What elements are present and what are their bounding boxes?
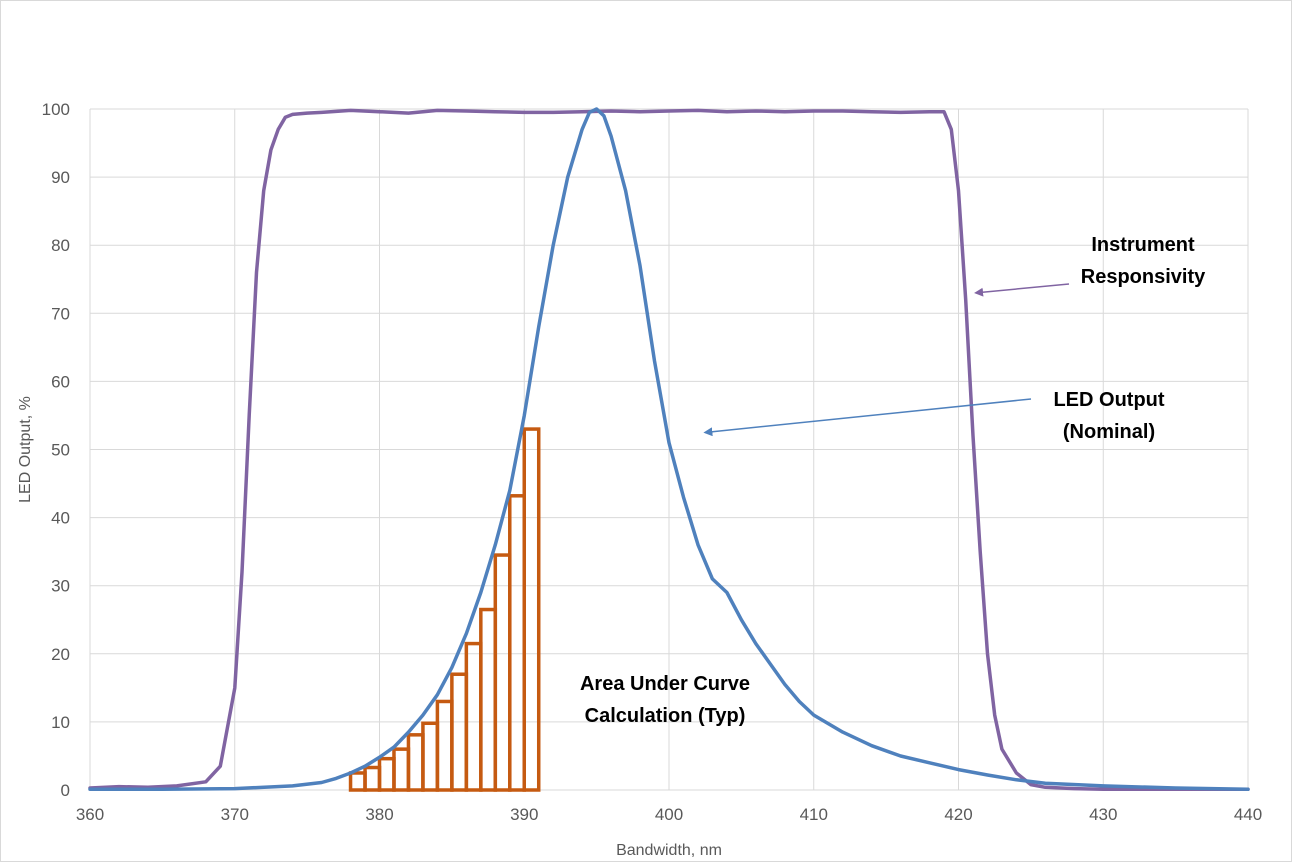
- annotation-led-line: (Nominal): [1063, 421, 1155, 443]
- y-tick-label: 30: [51, 577, 70, 596]
- annotation-responsivity-line: Responsivity: [1081, 266, 1206, 288]
- area-bar: [450, 672, 469, 792]
- area-bar: [522, 427, 541, 792]
- x-tick-label: 390: [510, 805, 538, 824]
- y-tick-label: 100: [42, 100, 70, 119]
- annotation-area-line: Area Under Curve: [580, 673, 750, 695]
- series-lines: [88, 107, 1250, 792]
- area-bar: [435, 699, 454, 792]
- y-tick-label: 50: [51, 441, 70, 460]
- y-tick-label: 60: [51, 372, 70, 391]
- x-tick-label: 380: [365, 805, 393, 824]
- x-tick-label: 420: [944, 805, 972, 824]
- y-tick-label: 70: [51, 304, 70, 323]
- area-bar: [348, 771, 367, 792]
- led-output-line: [88, 107, 1250, 792]
- area-bar: [377, 756, 396, 792]
- area-bar: [406, 733, 425, 792]
- responsivity-line: [88, 108, 1250, 792]
- area-bar: [421, 721, 440, 792]
- x-axis-title: Bandwidth, nm: [616, 842, 722, 859]
- area-bar: [493, 553, 512, 792]
- tick-labels: 0 10 20 30 40 50 60 70 80 90 100 360 370 380 390 400 410…: [42, 100, 1263, 824]
- area-bar: [363, 765, 382, 792]
- annotation-responsivity-line: Instrument: [1091, 234, 1195, 256]
- annotation-area-line: Calculation (Typ): [585, 705, 746, 727]
- y-tick-label: 20: [51, 645, 70, 664]
- x-tick-label: 430: [1089, 805, 1117, 824]
- y-axis-title: LED Output, %: [17, 396, 34, 503]
- y-tick-label: 40: [51, 509, 70, 528]
- area-bar: [392, 747, 411, 792]
- annotation-responsivity-arrow: [974, 283, 1070, 297]
- area-bar: [508, 494, 526, 792]
- x-tick-label: 400: [655, 805, 683, 824]
- y-tick-label: 10: [51, 713, 70, 732]
- annotation-led-line: LED Output: [1053, 389, 1164, 411]
- area-bar: [464, 641, 483, 792]
- x-tick-label: 440: [1234, 805, 1262, 824]
- x-tick-label: 370: [221, 805, 249, 824]
- annotations: Instrument Responsivity LED Output (Nominal…: [580, 234, 1206, 727]
- area-bars: [348, 427, 541, 792]
- y-tick-label: 80: [51, 236, 70, 255]
- y-tick-label: 0: [61, 781, 70, 800]
- x-tick-label: 410: [800, 805, 828, 824]
- annotation-led-arrow: [703, 398, 1032, 437]
- area-bar: [479, 607, 498, 792]
- y-tick-label: 90: [51, 168, 70, 187]
- x-tick-label: 360: [76, 805, 104, 824]
